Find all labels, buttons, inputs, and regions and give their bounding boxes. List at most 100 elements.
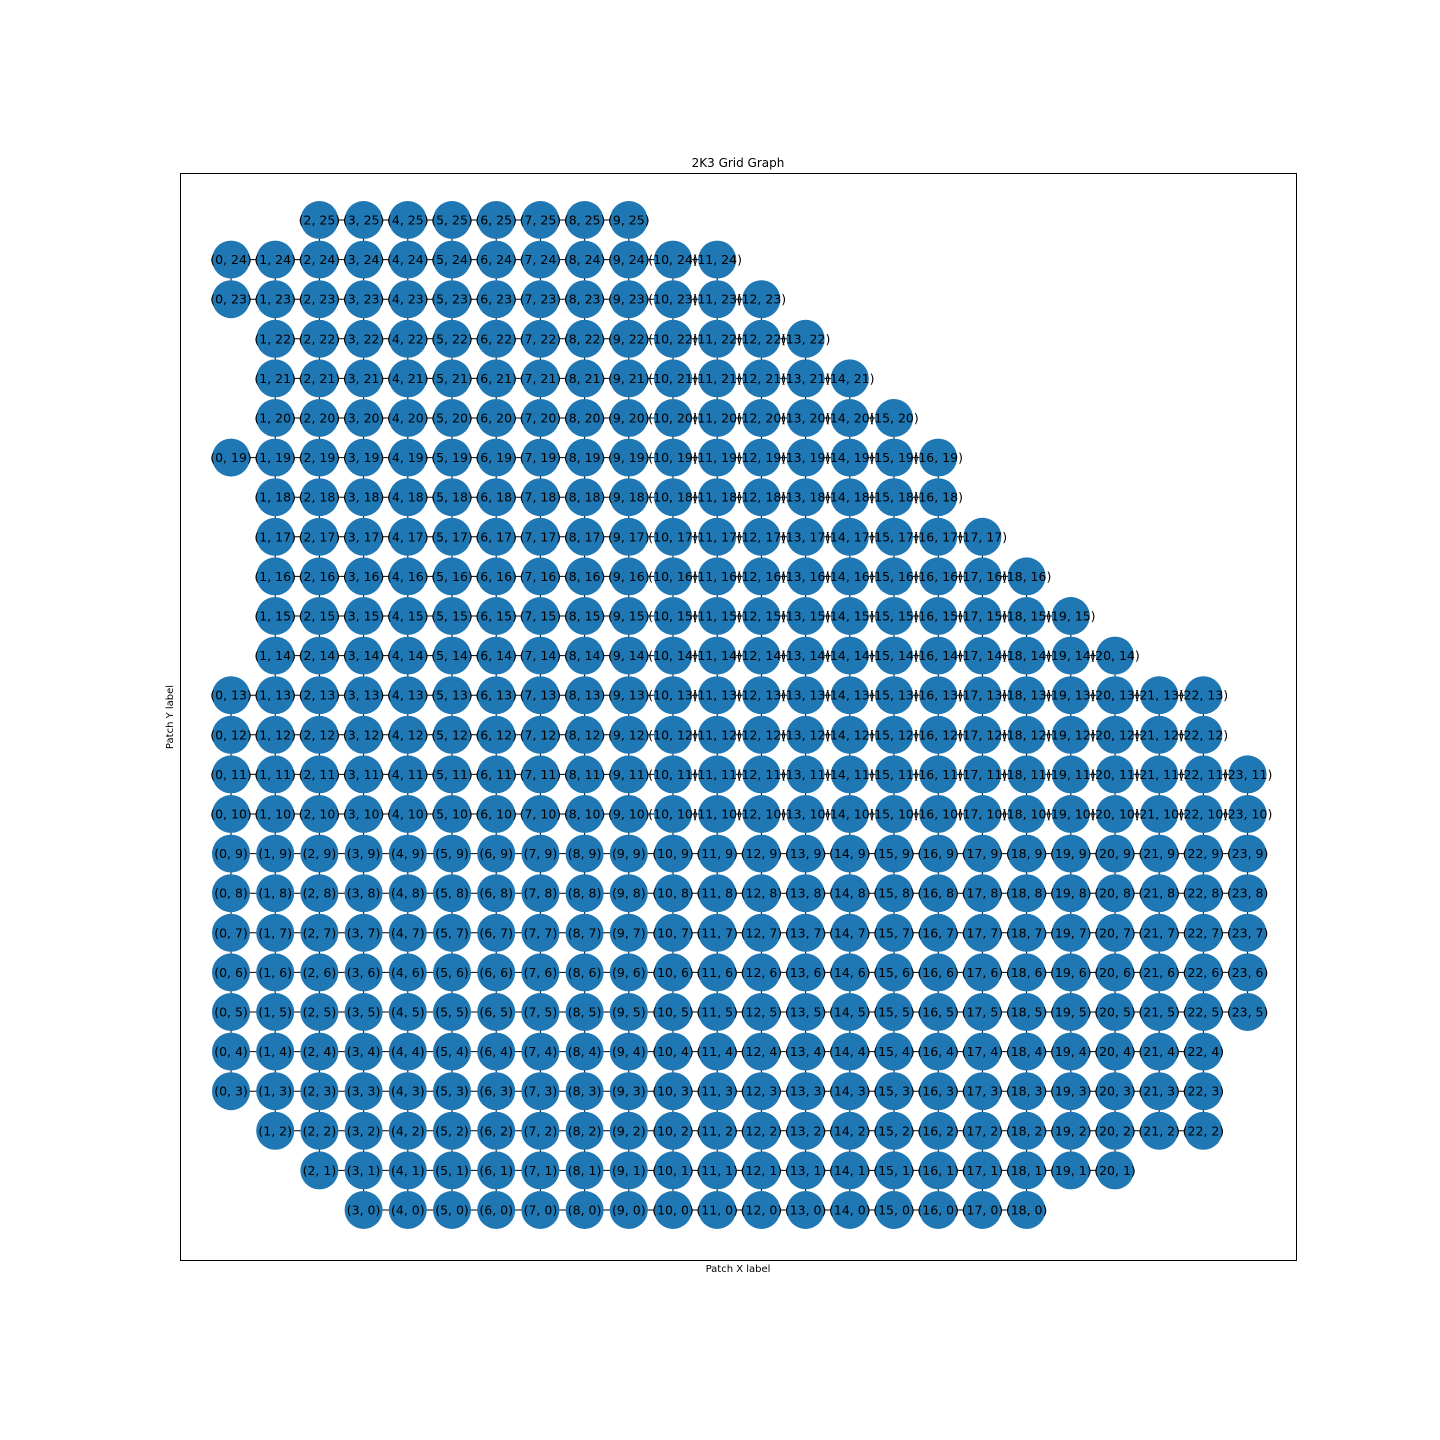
node-label: (14, 6) [829, 965, 871, 980]
node-circle [1184, 993, 1223, 1031]
node-circle [698, 913, 737, 952]
node-label: (17, 14) [958, 648, 1008, 663]
graph-node: (0, 10) [210, 795, 252, 833]
node-circle [786, 1111, 825, 1150]
graph-node: (20, 12) [1090, 715, 1140, 754]
graph-node: (7, 24) [520, 240, 561, 279]
node-circle [212, 715, 250, 754]
node-circle [1140, 1032, 1179, 1071]
node-circle [963, 597, 1002, 635]
graph-node: (9, 10) [608, 795, 650, 833]
node-circle [344, 478, 383, 517]
node-circle [742, 755, 781, 794]
graph-node: (6, 6) [477, 953, 516, 992]
node-circle [212, 1072, 250, 1111]
node-label: (0, 4) [214, 1044, 248, 1059]
node-circle [919, 755, 958, 794]
node-label: (16, 10) [913, 807, 963, 822]
graph-node: (3, 24) [343, 240, 384, 279]
node-label: (15, 14) [869, 648, 919, 663]
node-circle [1140, 795, 1179, 833]
node-circle [388, 874, 427, 913]
node-label: (8, 1) [568, 1163, 602, 1178]
node-label: (23, 11) [1223, 767, 1273, 782]
node-circle [300, 201, 339, 239]
node-circle [521, 597, 560, 635]
graph-node: (8, 9) [565, 834, 604, 873]
node-label: (8, 8) [568, 886, 602, 901]
graph-node: (1, 9) [256, 834, 295, 873]
node-circle [256, 478, 295, 517]
node-label: (17, 9) [962, 846, 1004, 861]
node-label: (8, 21) [564, 371, 606, 386]
node-circle [609, 1151, 648, 1190]
node-label: (7, 4) [524, 1044, 558, 1059]
node-circle [963, 1111, 1002, 1150]
node-circle [433, 1072, 471, 1111]
graph-node: (14, 16) [825, 557, 875, 596]
graph-node: (15, 5) [873, 993, 915, 1031]
graph-node: (2, 16) [299, 557, 340, 596]
node-label: (18, 2) [1006, 1123, 1048, 1138]
node-label: (3, 18) [343, 490, 385, 505]
node-circle [256, 1032, 295, 1071]
graph-node: (2, 15) [299, 597, 340, 635]
node-circle [433, 438, 471, 477]
graph-node: (3, 25) [343, 201, 384, 239]
node-circle [919, 438, 958, 477]
node-label: (8, 13) [564, 688, 606, 703]
graph-node: (20, 1) [1094, 1151, 1136, 1190]
node-label: (2, 6) [303, 965, 337, 980]
node-circle [344, 240, 383, 279]
node-circle [654, 676, 692, 715]
node-label: (2, 19) [299, 450, 341, 465]
node-circle [477, 557, 516, 596]
graph-node: (1, 23) [254, 280, 296, 319]
graph-node: (20, 8) [1094, 874, 1136, 913]
graph-node: (20, 7) [1094, 913, 1136, 952]
graph-node: (11, 20) [692, 399, 742, 437]
node-circle [654, 280, 692, 319]
node-label: (2, 8) [303, 886, 337, 901]
node-circle [698, 1032, 737, 1071]
graph-node: (5, 18) [431, 478, 473, 517]
graph-node: (19, 7) [1050, 913, 1092, 952]
graph-node: (3, 1) [344, 1151, 383, 1190]
node-label: (21, 8) [1138, 886, 1180, 901]
node-circle [830, 597, 869, 635]
node-label: (5, 16) [431, 569, 473, 584]
graph-node: (3, 19) [343, 438, 384, 477]
node-label: (16, 2) [917, 1123, 959, 1138]
graph-node: (2, 14) [299, 636, 340, 675]
node-circle [963, 1072, 1002, 1111]
node-label: (8, 19) [564, 450, 606, 465]
node-label: (15, 19) [869, 450, 919, 465]
node-label: (17, 4) [962, 1044, 1004, 1059]
graph-node: (11, 7) [696, 913, 738, 952]
node-circle [1007, 715, 1046, 754]
node-circle [786, 319, 825, 358]
node-label: (11, 1) [696, 1163, 738, 1178]
graph-node: (5, 10) [431, 795, 473, 833]
graph-node: (10, 7) [652, 913, 694, 952]
node-label: (8, 23) [564, 292, 606, 307]
node-label: (4, 17) [387, 529, 429, 544]
graph-node: (12, 21) [737, 359, 786, 398]
node-circle [786, 1151, 825, 1190]
graph-node: (2, 22) [299, 319, 340, 358]
node-label: (23, 10) [1223, 807, 1273, 822]
graph-node: (12, 15) [737, 597, 786, 635]
node-circle [654, 359, 692, 398]
node-label: (10, 3) [652, 1084, 694, 1099]
y-axis-label: Patch Y label [165, 685, 176, 749]
node-label: (13, 10) [781, 807, 831, 822]
graph-node: (16, 1) [917, 1151, 959, 1190]
node-circle [1184, 834, 1223, 873]
graph-node: (0, 11) [210, 755, 252, 794]
node-label: (10, 9) [652, 846, 694, 861]
graph-node: (4, 25) [387, 201, 429, 239]
graph-node: (11, 15) [692, 597, 742, 635]
graph-node: (5, 3) [433, 1072, 471, 1111]
graph-node: (16, 5) [917, 993, 959, 1031]
graph-node: (18, 0) [1006, 1191, 1047, 1229]
